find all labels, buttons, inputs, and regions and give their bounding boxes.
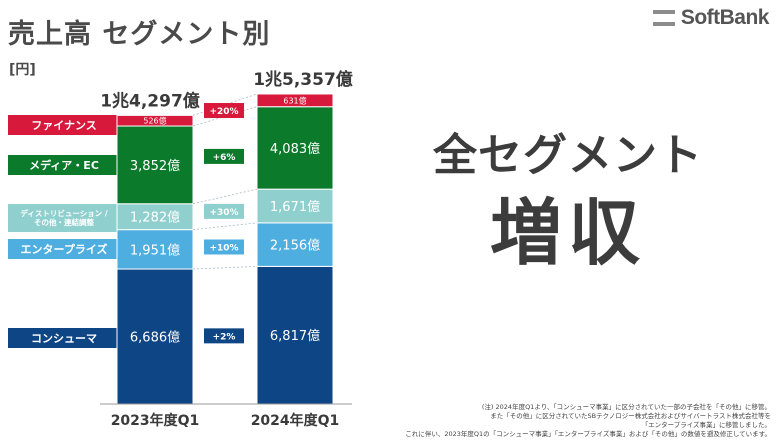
softbank-logo-icon <box>652 10 675 26</box>
footnote: (注) 2024年度Q1より、「コンシューマ事業」に区分されていた一部の子会社を… <box>341 403 771 439</box>
headline-all-segments: 全セグメント <box>433 130 703 181</box>
headline-revenue-increase: 増収 <box>489 191 646 275</box>
legend-item-distribution: ディストリビューション / その他・連結調整 <box>8 204 120 232</box>
footnote-line: これに伴い、2023年度Q1の「コンシューマ事業」「エンタープライズ事業」および… <box>405 430 771 438</box>
growth-label: +20% <box>209 107 238 117</box>
unit-label: [円] <box>9 62 36 78</box>
data-label: 1,282億 <box>130 210 180 226</box>
bar-segment <box>256 265 334 405</box>
footnote-line: (注) 2024年度Q1より、「コンシューマ事業」に区分されていた一部の子会社を… <box>481 403 771 411</box>
page-title: 売上高 セグメント別 <box>8 19 271 50</box>
category-label: 2024年度Q1 <box>251 412 340 429</box>
bar-segment <box>256 106 334 190</box>
bar-segment <box>116 203 194 231</box>
data-label: 6,686億 <box>130 330 180 346</box>
data-label: 2,156億 <box>270 238 320 254</box>
total-label: 1兆5,357億 <box>253 69 353 90</box>
data-label: 1,671億 <box>270 199 320 215</box>
connector-line <box>192 188 258 205</box>
legend-item-enterprise: エンタープライズ <box>8 239 120 259</box>
growth-badge <box>204 328 244 344</box>
footnote-line: また「その他」に区分されていたSBテクノロジー株式会社およびサイバートラスト株式… <box>490 412 771 420</box>
bar-segment <box>256 222 334 267</box>
growth-badge <box>204 148 244 164</box>
connector-line <box>192 265 258 270</box>
growth-label: +2% <box>213 332 236 342</box>
data-label: 1,951億 <box>130 242 180 258</box>
data-label: 4,083億 <box>270 141 320 157</box>
connector-line <box>192 222 258 231</box>
bar-segment <box>116 229 194 270</box>
data-label: 6,817億 <box>270 328 320 344</box>
growth-label: +10% <box>209 243 238 253</box>
bar-segment <box>116 125 194 205</box>
bar-segment <box>256 188 334 224</box>
softbank-logo: SoftBank <box>652 6 770 30</box>
growth-label: +30% <box>209 208 238 218</box>
growth-badge <box>204 103 244 119</box>
total-label: 1兆4,297億 <box>100 90 200 111</box>
growth-label: +6% <box>213 153 236 163</box>
data-label: 3,852億 <box>130 158 180 174</box>
footnote-line: 「エンタープライズ事業」に移管しました。 <box>641 421 771 429</box>
legend-item-finance: ファイナンス <box>8 115 120 135</box>
data-label: 526億 <box>143 116 166 126</box>
legend-item-consumer: コンシューマ <box>8 328 120 348</box>
growth-badge <box>204 203 244 219</box>
growth-badge <box>204 239 244 255</box>
legend-item-media-ec: メディア・EC <box>8 155 120 175</box>
category-label: 2023年度Q1 <box>111 412 200 429</box>
logo-text: SoftBank <box>680 6 770 29</box>
bar-segment <box>116 114 194 127</box>
bar-segment <box>256 93 334 108</box>
data-label: 631億 <box>283 95 306 105</box>
